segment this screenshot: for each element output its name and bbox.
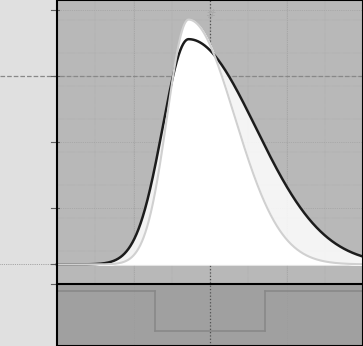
Bar: [57, 0, 363, 346]
Text: #: #: [205, 9, 215, 21]
Bar: [57, 0, 363, 284]
Bar: [57, 284, 363, 346]
Bar: [0, 0, 57, 346]
